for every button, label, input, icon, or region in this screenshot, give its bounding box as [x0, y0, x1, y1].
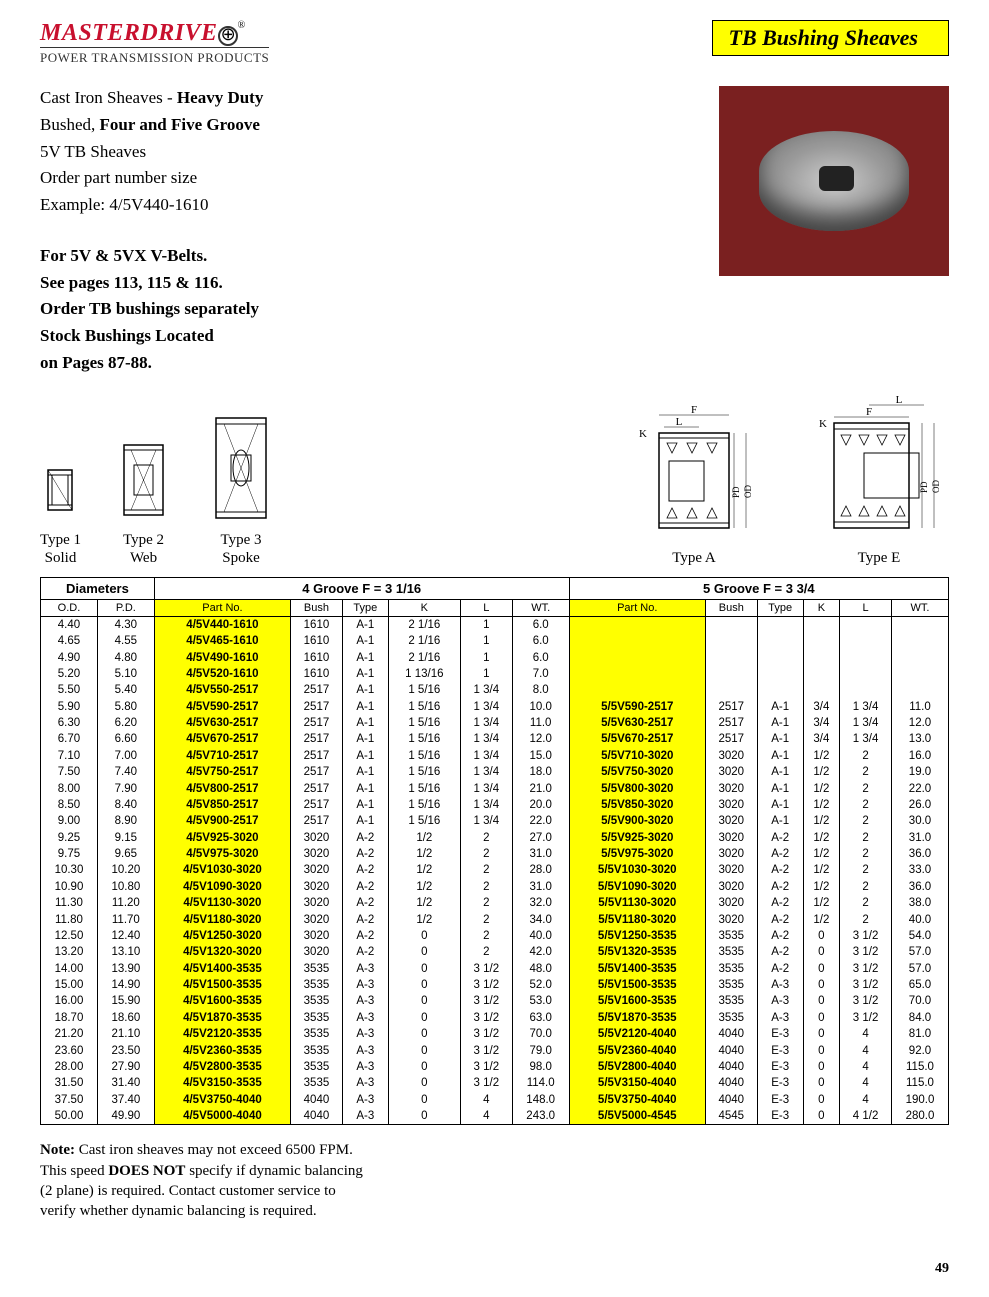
sheave-data-table: Diameters 4 Groove F = 3 1/16 5 Groove F… [40, 577, 949, 1126]
type3-diagram: Type 3Spoke [206, 410, 276, 567]
footnote: Note: Cast iron sheaves may not exceed 6… [40, 1140, 949, 1221]
table-row: 9.759.654/5V975-30203020A-21/2231.05/5V9… [41, 846, 949, 862]
svg-text:F: F [866, 406, 872, 418]
table-row: 8.007.904/5V800-25172517A-11 5/161 3/421… [41, 781, 949, 797]
col-header: O.D. [41, 599, 98, 616]
sheave-icon [759, 131, 909, 231]
svg-text:F: F [691, 404, 697, 416]
svg-text:PD: PD [731, 486, 741, 498]
col-header: Type [757, 599, 803, 616]
col-header: WT. [512, 599, 569, 616]
table-row: 28.0027.904/5V2800-35353535A-303 1/298.0… [41, 1059, 949, 1075]
table-col-header: O.D.P.D.Part No.BushTypeKLWT.Part No.Bus… [41, 599, 949, 616]
table-row: 9.008.904/5V900-25172517A-11 5/161 3/422… [41, 813, 949, 829]
table-row: 16.0015.904/5V1600-35353535A-303 1/253.0… [41, 993, 949, 1009]
col-header: K [388, 599, 460, 616]
col-header: Part No. [569, 599, 705, 616]
table-row: 15.0014.904/5V1500-35353535A-303 1/252.0… [41, 977, 949, 993]
type1-diagram: Type 1Solid [40, 455, 81, 567]
product-description: Cast Iron Sheaves - Heavy Duty Bushed, F… [40, 86, 679, 378]
col-header: P.D. [97, 599, 154, 616]
col-header: Bush [291, 599, 343, 616]
typeE-diagram: L F K PD OD Type E [809, 393, 949, 567]
brand-logo: MASTERDRIVE ® POWER TRANSMISSION PRODUCTS [40, 20, 269, 66]
table-row: 4.654.554/5V465-16101610A-12 1/1616.0 [41, 633, 949, 649]
table-row: 31.5031.404/5V3150-35353535A-303 1/2114.… [41, 1075, 949, 1091]
table-row: 12.5012.404/5V1250-30203020A-20240.05/5V… [41, 928, 949, 944]
svg-text:PD: PD [919, 481, 929, 493]
svg-text:OD: OD [931, 479, 941, 492]
table-row: 5.205.104/5V520-16101610A-11 13/1617.0 [41, 666, 949, 682]
table-row: 9.259.154/5V925-30203020A-21/2227.05/5V9… [41, 830, 949, 846]
table-row: 11.3011.204/5V1130-30203020A-21/2232.05/… [41, 895, 949, 911]
table-row: 5.905.804/5V590-25172517A-11 5/161 3/410… [41, 699, 949, 715]
table-row: 6.706.604/5V670-25172517A-11 5/161 3/412… [41, 731, 949, 747]
table-row: 13.2013.104/5V1320-30203020A-20242.05/5V… [41, 944, 949, 960]
gear-icon [218, 26, 238, 46]
table-row: 7.107.004/5V710-25172517A-11 5/161 3/415… [41, 748, 949, 764]
type3-icon [206, 410, 276, 525]
type-diagrams-left: Type 1Solid Type 2Web Type 3Spoke [40, 410, 276, 567]
col-header: Type [342, 599, 388, 616]
table-row: 37.5037.404/5V3750-40404040A-304148.05/5… [41, 1092, 949, 1108]
type2-diagram: Type 2Web [116, 435, 171, 567]
table-row: 7.507.404/5V750-25172517A-11 5/161 3/418… [41, 764, 949, 780]
typeA-diagram: F L K PD OD Type A [629, 403, 759, 567]
table-row: 10.9010.804/5V1090-30203020A-21/2231.05/… [41, 879, 949, 895]
table-row: 10.3010.204/5V1030-30203020A-21/2228.05/… [41, 862, 949, 878]
col-header: Bush [705, 599, 757, 616]
registered-mark: ® [238, 20, 246, 31]
table-row: 18.7018.604/5V1870-35353535A-303 1/263.0… [41, 1010, 949, 1026]
svg-text:L: L [676, 416, 683, 428]
table-row: 6.306.204/5V630-25172517A-11 5/161 3/411… [41, 715, 949, 731]
typeE-icon: L F K PD OD [809, 393, 949, 543]
svg-text:L: L [896, 394, 903, 406]
product-photo [719, 86, 949, 276]
content-top-row: Cast Iron Sheaves - Heavy Duty Bushed, F… [40, 86, 949, 378]
col-header: WT. [891, 599, 948, 616]
col-header: K [803, 599, 840, 616]
svg-text:K: K [819, 418, 827, 430]
table-row: 8.508.404/5V850-25172517A-11 5/161 3/420… [41, 797, 949, 813]
table-row: 4.404.304/5V440-16101610A-12 1/1616.0 [41, 616, 949, 633]
svg-text:K: K [639, 428, 647, 440]
table-row: 21.2021.104/5V2120-35353535A-303 1/270.0… [41, 1026, 949, 1042]
type2-icon [116, 435, 171, 525]
diagrams-row: Type 1Solid Type 2Web Type 3Spoke F L K [40, 393, 949, 567]
table-row: 50.0049.904/5V5000-40404040A-304243.05/5… [41, 1108, 949, 1125]
typeA-icon: F L K PD OD [629, 403, 759, 543]
type1-icon [40, 455, 80, 525]
col-header: Part No. [154, 599, 290, 616]
col-header: L [460, 599, 512, 616]
table-row: 14.0013.904/5V1400-35353535A-303 1/248.0… [41, 961, 949, 977]
page-header: MASTERDRIVE ® POWER TRANSMISSION PRODUCTS… [40, 20, 949, 66]
brand-tagline: POWER TRANSMISSION PRODUCTS [40, 47, 269, 66]
table-row: 23.6023.504/5V2360-35353535A-303 1/279.0… [41, 1043, 949, 1059]
page-title: TB Bushing Sheaves [712, 20, 950, 56]
table-body: 4.404.304/5V440-16101610A-12 1/1616.04.6… [41, 616, 949, 1125]
table-row: 5.505.404/5V550-25172517A-11 5/161 3/48.… [41, 682, 949, 698]
brand-name: MASTERDRIVE [40, 20, 218, 46]
type-diagrams-right: F L K PD OD Type A L F K [629, 393, 949, 567]
table-group-header: Diameters 4 Groove F = 3 1/16 5 Groove F… [41, 577, 949, 599]
page-number: 49 [40, 1261, 949, 1277]
table-row: 11.8011.704/5V1180-30203020A-21/2234.05/… [41, 912, 949, 928]
col-header: L [840, 599, 892, 616]
svg-text:OD: OD [743, 484, 753, 497]
table-row: 4.904.804/5V490-16101610A-12 1/1616.0 [41, 650, 949, 666]
